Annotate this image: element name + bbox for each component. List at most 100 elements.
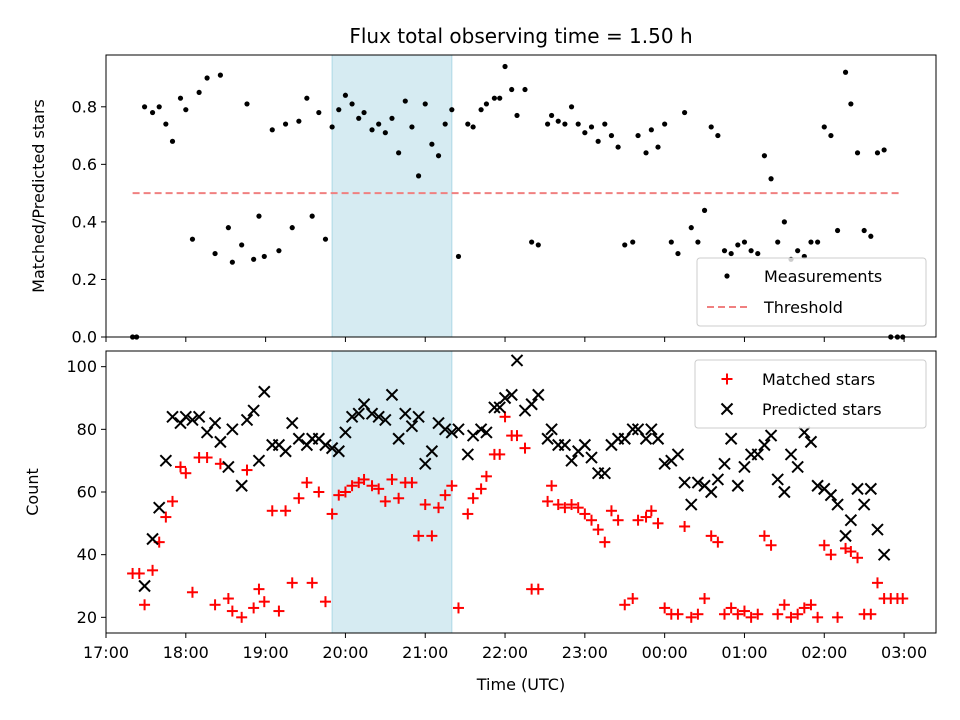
predicted-star-point (166, 410, 179, 424)
predicted-star-point (372, 410, 385, 424)
predicted-star-point (488, 401, 501, 414)
matched-star-point (160, 511, 172, 523)
top-plot-frame (105, 54, 937, 338)
marker-stroke (200, 426, 214, 439)
marker-stroke (357, 398, 371, 411)
marker-stroke (691, 476, 705, 489)
marker-stroke (844, 513, 858, 527)
measurement-point (183, 107, 189, 113)
predicted-star-point (357, 398, 371, 411)
predicted-star-point (558, 438, 572, 452)
predicted-star-point (751, 448, 764, 461)
marker-stroke (379, 413, 392, 427)
matched-star-point (679, 520, 691, 532)
predicted-star-point (864, 482, 878, 496)
matched-star-point (585, 514, 597, 526)
matched-star-point (612, 514, 624, 526)
predicted-star-point (658, 457, 671, 471)
predicted-star-point (844, 513, 858, 527)
predicted-star-point (214, 435, 227, 449)
matched-star-point (226, 605, 238, 617)
measurement-point (196, 89, 202, 96)
top-highlight-span (331, 54, 453, 338)
marker-stroke (399, 407, 412, 420)
measurement-point (361, 109, 367, 116)
measurement-point (189, 236, 196, 242)
predicted-star-point (764, 429, 778, 442)
marker-stroke (392, 432, 405, 445)
marker-stroke (864, 482, 878, 496)
marker-stroke (831, 498, 844, 511)
predicted-star-point (258, 385, 271, 398)
measurement-point (721, 248, 728, 254)
measurement-point (296, 118, 302, 124)
marker-stroke (685, 498, 698, 511)
measurement-point (455, 253, 462, 260)
matched-star-point (672, 608, 684, 620)
predicted-star-point (240, 413, 254, 427)
measurement-point (675, 250, 681, 257)
measurement-point (163, 121, 169, 127)
bottom-y-axis-ticks: 20 40 60 80 100 (66, 357, 106, 627)
measurement-point (239, 242, 245, 248)
matched-star-point (640, 511, 652, 523)
bottom-panel: 20 40 60 80 100 17:00 18:00 19:00 20:00 21:00 22:… (23, 350, 937, 694)
y-tick-label: 0.4 (72, 212, 97, 231)
marker-stroke (598, 466, 612, 480)
matched-star-point (871, 577, 883, 589)
measurement-point (562, 121, 568, 127)
marker-stroke (488, 401, 501, 414)
marker-stroke (645, 423, 658, 436)
y-tick-label: 60 (77, 483, 97, 502)
measurement-point (522, 86, 528, 93)
predicted-star-point (631, 423, 645, 436)
predicted-star-point (152, 501, 166, 514)
predicted-star-point (493, 401, 506, 414)
matched-star-point (433, 502, 445, 514)
marker-stroke (798, 426, 811, 439)
marker-stroke (784, 448, 798, 461)
predicted-star-point (541, 432, 554, 445)
marker-stroke (252, 454, 266, 467)
matched-star-point (167, 495, 179, 507)
marker-stroke (166, 410, 179, 424)
matched-star-point (186, 586, 198, 598)
marker-stroke (639, 432, 653, 445)
measurement-point (781, 219, 787, 225)
legend-measurements-label: Measurements (764, 267, 882, 286)
y-tick-label: 20 (77, 608, 97, 627)
matched-star-point (692, 608, 704, 620)
measurement-point (715, 132, 721, 139)
marker-stroke (731, 479, 745, 492)
measurement-point (149, 109, 156, 116)
matched-star-point (865, 608, 877, 620)
matched-star-point (475, 483, 487, 495)
predicted-star-point (598, 466, 612, 480)
measurement-point (662, 121, 668, 127)
matched-star-point (572, 502, 584, 514)
matched-star-point (452, 602, 464, 614)
measurement-point (861, 227, 867, 234)
marker-stroke (671, 448, 685, 461)
legend-threshold-label: Threshold (763, 298, 843, 317)
measurement-point (595, 138, 601, 144)
matched-star-point (147, 564, 159, 576)
measurement-point (396, 150, 402, 156)
marker-stroke (138, 579, 151, 593)
marker-stroke (778, 485, 791, 499)
predicted-star-point (824, 488, 838, 502)
marker-stroke (286, 416, 299, 430)
marker-stroke (339, 426, 352, 439)
matched-star-point (652, 517, 664, 529)
marker-stroke (857, 498, 871, 511)
marker-stroke (432, 416, 445, 430)
marker-stroke (811, 479, 824, 492)
measurement-point (409, 124, 415, 130)
predicted-star-point (505, 388, 518, 402)
matched-star-point (559, 502, 571, 514)
marker-stroke (839, 529, 852, 543)
predicted-star-point (159, 454, 173, 467)
matched-star-point (346, 480, 358, 492)
matched-star-point (413, 530, 425, 542)
predicted-star-point (138, 579, 151, 593)
